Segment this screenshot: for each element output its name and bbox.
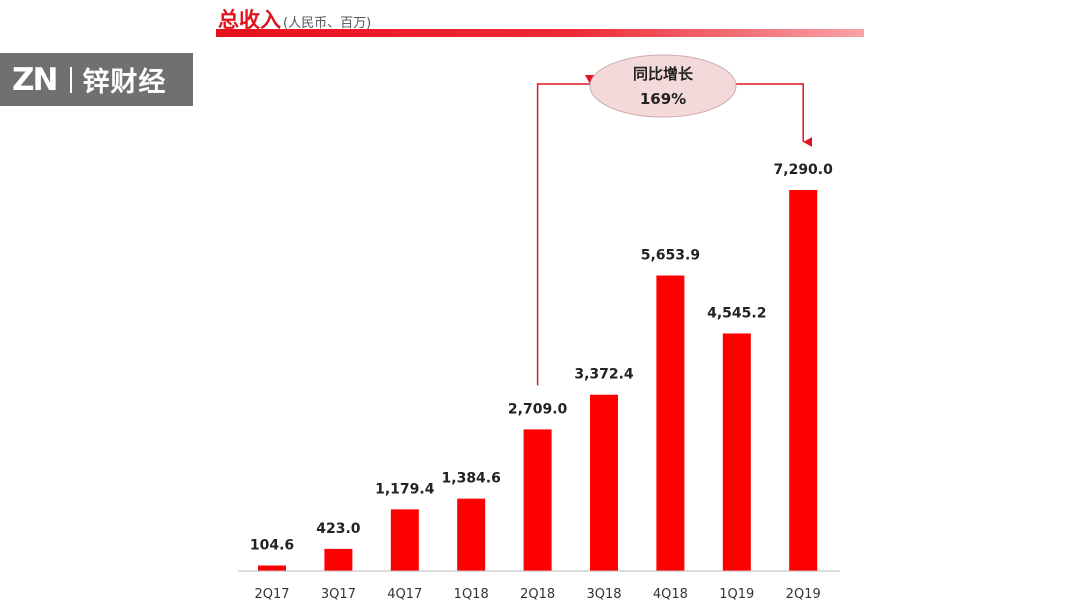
yoy-growth-annotation: 同比增长 169% (536, 54, 813, 386)
growth-label: 同比增长 (633, 65, 694, 83)
logo-divider (70, 66, 73, 93)
data-label-1Q18: 1,384.6 (442, 471, 501, 487)
bar-2Q18 (523, 429, 552, 571)
x-axis-ticks: 2Q17 3Q17 4Q17 1Q18 2Q18 3Q18 4Q18 1Q19 2Q19 (254, 587, 820, 602)
bar-4Q17 (390, 509, 419, 571)
bar-1Q19 (722, 333, 751, 571)
bar-group: 104.6 423.0 1,179.4 1,384.6 2,709.0 3,372.4 5,… (250, 162, 833, 571)
chart-title: 总收入 (218, 8, 281, 32)
chart-title-block: 总收入 (人民币、百万) (218, 4, 371, 34)
data-label-1Q19: 4,545.2 (707, 305, 766, 321)
data-label-4Q17: 1,179.4 (375, 481, 435, 497)
tick-label-2Q19: 2Q19 (786, 587, 821, 602)
bar-2Q17 (258, 565, 286, 571)
growth-arrow-target (736, 83, 813, 147)
bar-2Q19 (789, 190, 818, 571)
data-label-2Q17: 104.6 (250, 538, 294, 554)
bar-3Q18 (590, 394, 618, 571)
data-label-4Q18: 5,653.9 (641, 248, 700, 264)
tick-label-3Q18: 3Q18 (586, 587, 621, 602)
growth-value: 169% (640, 90, 686, 108)
data-label-2Q18: 2,709.0 (508, 401, 568, 417)
data-label-2Q19: 7,290.0 (774, 162, 834, 178)
growth-arrow (536, 75, 595, 386)
logo-text: 锌财经 (82, 67, 167, 98)
watermark-logo: ZN 锌财经 (0, 53, 193, 106)
data-label-3Q17: 423.0 (316, 521, 361, 537)
growth-bubble (589, 54, 737, 118)
title-underline (216, 29, 864, 37)
data-label-3Q18: 3,372.4 (574, 367, 634, 383)
chart-subtitle: (人民币、百万) (283, 16, 372, 31)
tick-label-4Q18: 4Q18 (653, 587, 688, 602)
logo-mark: ZN (12, 61, 58, 98)
bar-1Q18 (457, 498, 486, 571)
tick-label-3Q17: 3Q17 (321, 587, 356, 602)
tick-label-1Q18: 1Q18 (454, 587, 489, 602)
bar-4Q18 (656, 275, 685, 571)
tick-label-1Q19: 1Q19 (719, 587, 754, 602)
bar-3Q17 (324, 548, 353, 571)
tick-label-2Q17: 2Q17 (254, 587, 289, 602)
tick-label-2Q18: 2Q18 (520, 587, 555, 602)
tick-label-4Q17: 4Q17 (387, 587, 422, 602)
